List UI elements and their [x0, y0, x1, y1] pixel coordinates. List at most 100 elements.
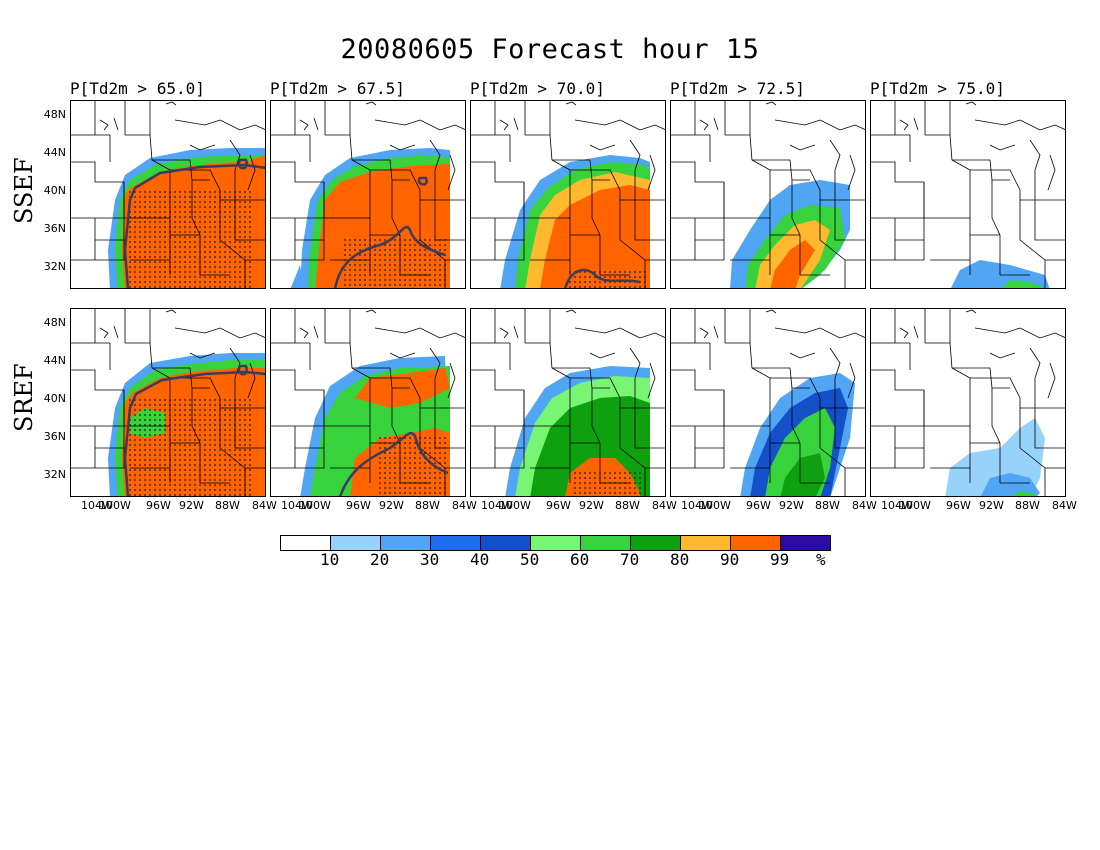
colorbar-label: 50: [520, 550, 540, 569]
map-panel-ssef-65: [70, 100, 266, 289]
panel-frame: [670, 100, 866, 289]
colorbar-swatch: [280, 535, 331, 551]
colorbar-swatch: [580, 535, 631, 551]
stipple-field: [574, 472, 641, 494]
state-boundaries: [470, 308, 666, 497]
lon-label-84w: 84W: [652, 499, 677, 512]
colorbar-label: 60: [570, 550, 590, 569]
prob-area: [315, 164, 450, 289]
lon-label-100w: 100W: [699, 499, 731, 512]
colorbar-swatch: [630, 535, 681, 551]
lon-label-88w: 88W: [415, 499, 440, 512]
panel-frame: [70, 308, 266, 497]
contour-line: [237, 364, 248, 376]
lon-label-92w: 92W: [379, 499, 404, 512]
lon-label-100w: 100W: [99, 499, 131, 512]
colorbar-swatch: [430, 535, 481, 551]
stipple-field: [129, 191, 251, 288]
lon-label-100w: 100W: [899, 499, 931, 512]
prob-area: [770, 240, 815, 289]
colorbar-unit-label: %: [816, 550, 826, 569]
lon-label-104w: 104W: [281, 499, 313, 512]
map-panel-ssef-75: [870, 100, 1066, 289]
lon-label-88w: 88W: [215, 499, 240, 512]
lat-label-48n: 48N: [43, 316, 66, 329]
lon-label-96w: 96W: [946, 499, 971, 512]
colorbar-label: 90: [720, 550, 740, 569]
prob-area: [780, 453, 825, 497]
lat-label-36n: 36N: [43, 222, 66, 235]
lat-label-44n: 44N: [43, 354, 66, 367]
lon-label-96w: 96W: [746, 499, 771, 512]
panel-frame: [70, 100, 266, 289]
colorbar-swatch: [780, 535, 831, 551]
lon-label-96w: 96W: [146, 499, 171, 512]
contour-line: [237, 158, 248, 170]
lon-label-92w: 92W: [979, 499, 1004, 512]
map-panel-ssef-67-5: [270, 100, 466, 289]
column-title-65: P[Td2m > 65.0]: [70, 79, 205, 98]
colorbar-swatch: [680, 535, 731, 551]
colorbar-label: 30: [420, 550, 440, 569]
prob-area: [250, 155, 266, 175]
state-boundaries: [270, 308, 466, 497]
panel-frame: [670, 308, 866, 497]
lat-label-32n: 32N: [43, 260, 66, 273]
prob-area: [1011, 491, 1038, 497]
lon-label-88w: 88W: [615, 499, 640, 512]
lat-label-32n: 32N: [43, 468, 66, 481]
stipple-field: [344, 239, 446, 286]
panel-frame: [270, 100, 466, 289]
state-boundaries: [670, 100, 866, 289]
colorbar-swatch: [530, 535, 581, 551]
colorbar-label: 80: [670, 550, 690, 569]
state-boundaries: [870, 100, 1066, 289]
state-boundaries: [670, 308, 866, 497]
colorbar-swatch: [480, 535, 531, 551]
colorbar-label: 70: [620, 550, 640, 569]
lat-label-40n: 40N: [43, 392, 66, 405]
column-title-67-5: P[Td2m > 67.5]: [270, 79, 405, 98]
lon-label-96w: 96W: [346, 499, 371, 512]
prob-area: [122, 162, 266, 289]
state-boundaries: [70, 308, 266, 497]
map-panel-ssef-70: [470, 100, 666, 289]
prob-area: [980, 473, 1040, 497]
lat-label-48n: 48N: [43, 108, 66, 121]
contour-line: [123, 163, 266, 289]
figure-title: 20080605 Forecast hour 15: [340, 34, 760, 65]
state-boundaries: [870, 308, 1066, 497]
contour-line: [338, 431, 449, 497]
map-panel-sref-67-5: [270, 308, 466, 497]
map-panel-sref-75: [870, 308, 1066, 497]
lon-label-84w: 84W: [452, 499, 477, 512]
prob-area: [1001, 280, 1045, 289]
prob-area: [130, 408, 165, 438]
lon-label-104w: 104W: [481, 499, 513, 512]
panel-frame: [270, 308, 466, 497]
contour-line: [417, 176, 428, 186]
lon-label-104w: 104W: [81, 499, 113, 512]
column-title-72-5: P[Td2m > 72.5]: [670, 79, 805, 98]
panel-frame: [870, 100, 1066, 289]
panel-frame: [470, 308, 666, 497]
prob-area: [290, 265, 305, 289]
lon-label-100w: 100W: [299, 499, 331, 512]
map-panel-sref-70: [470, 308, 666, 497]
lat-label-44n: 44N: [43, 146, 66, 159]
prob-area: [565, 458, 640, 497]
colorbar-swatch: [330, 535, 381, 551]
lat-label-36n: 36N: [43, 430, 66, 443]
lon-label-92w: 92W: [179, 499, 204, 512]
panel-frame: [470, 100, 666, 289]
lon-label-84w: 84W: [1052, 499, 1077, 512]
colorbar-label: 10: [320, 550, 340, 569]
lon-label-92w: 92W: [579, 499, 604, 512]
lon-label-84w: 84W: [252, 499, 277, 512]
lat-label-40n: 40N: [43, 184, 66, 197]
lon-label-84w: 84W: [852, 499, 877, 512]
colorbar-swatch: [730, 535, 781, 551]
lon-label-104w: 104W: [881, 499, 913, 512]
map-panel-sref-72-5: [670, 308, 866, 497]
colorbar-label: 40: [470, 550, 490, 569]
